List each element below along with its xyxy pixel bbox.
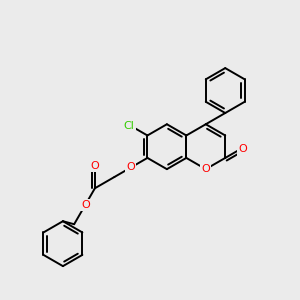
Text: O: O	[238, 145, 247, 154]
Text: Cl: Cl	[124, 121, 135, 131]
Text: O: O	[201, 164, 210, 174]
Text: O: O	[127, 163, 135, 172]
Text: O: O	[81, 200, 90, 210]
Text: O: O	[91, 161, 99, 171]
